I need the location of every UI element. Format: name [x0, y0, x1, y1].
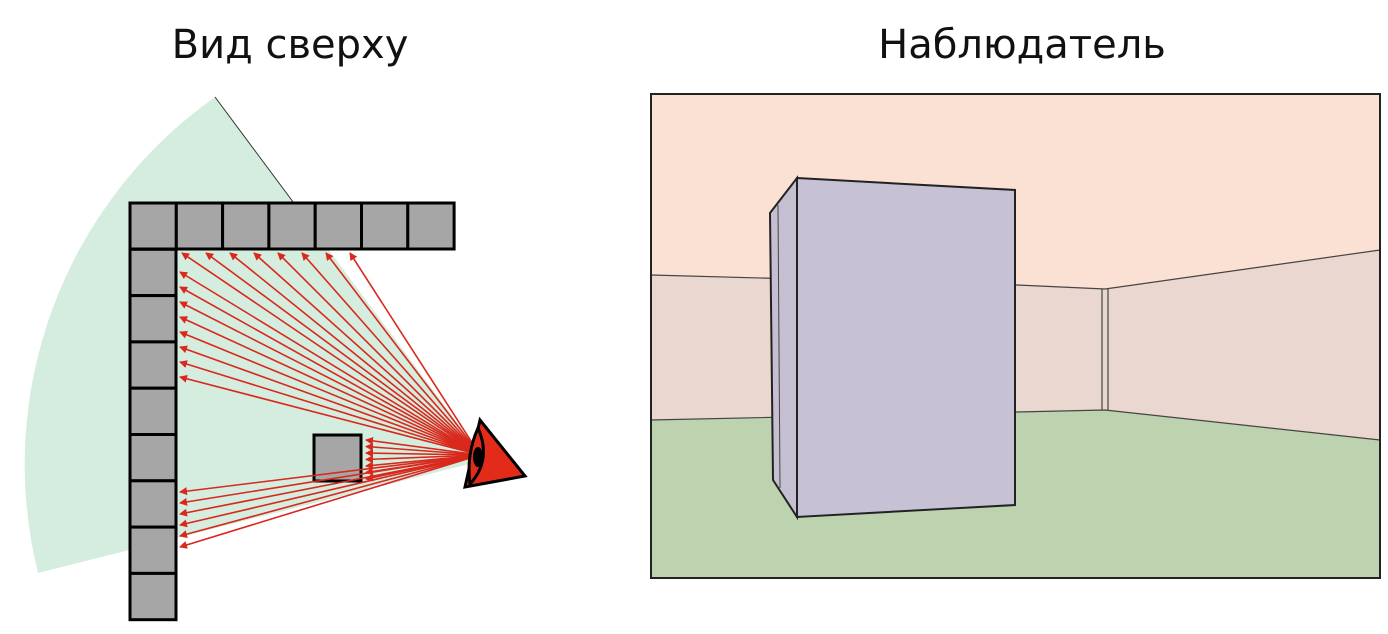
wall-block — [128, 386, 178, 437]
wall-block — [360, 201, 410, 251]
sector-edge — [214, 96, 306, 219]
ray — [365, 454, 481, 464]
ray — [325, 252, 481, 456]
right-title: Наблюдатель — [878, 22, 1166, 68]
left-title: Вид сверху — [172, 22, 409, 68]
ray — [179, 454, 481, 517]
ray — [349, 252, 481, 456]
ray — [365, 436, 481, 456]
wall-block — [128, 294, 178, 344]
wall-block — [406, 201, 456, 251]
wall-block — [128, 479, 178, 529]
ray — [179, 316, 481, 456]
ray — [179, 360, 481, 456]
ray — [229, 252, 481, 456]
wall-block — [128, 201, 178, 251]
wall-block — [174, 201, 225, 251]
ray — [179, 374, 481, 456]
ray — [205, 252, 481, 456]
scene — [650, 93, 1381, 579]
wall-block — [128, 247, 178, 298]
wall-block — [128, 571, 178, 622]
ray — [179, 286, 481, 456]
wall-block — [313, 201, 364, 251]
ray — [179, 454, 481, 539]
ray — [179, 454, 481, 506]
view-sector — [24, 97, 486, 573]
wall-block — [128, 433, 178, 483]
walls — [128, 201, 456, 622]
ray — [301, 252, 481, 456]
ray — [179, 271, 481, 456]
wall-block — [128, 525, 178, 575]
ray — [179, 454, 481, 549]
wall-block — [128, 340, 178, 390]
ray — [277, 252, 481, 456]
ray — [181, 252, 481, 456]
ray — [179, 345, 481, 456]
ray — [179, 301, 481, 456]
wall-block — [267, 201, 317, 251]
ray — [365, 449, 481, 458]
observer — [463, 416, 528, 489]
rays — [179, 252, 481, 549]
ray — [365, 443, 481, 456]
ray — [179, 454, 481, 496]
wall-block — [221, 201, 271, 251]
ray — [179, 330, 481, 456]
ray — [179, 454, 481, 528]
ray — [253, 252, 481, 456]
